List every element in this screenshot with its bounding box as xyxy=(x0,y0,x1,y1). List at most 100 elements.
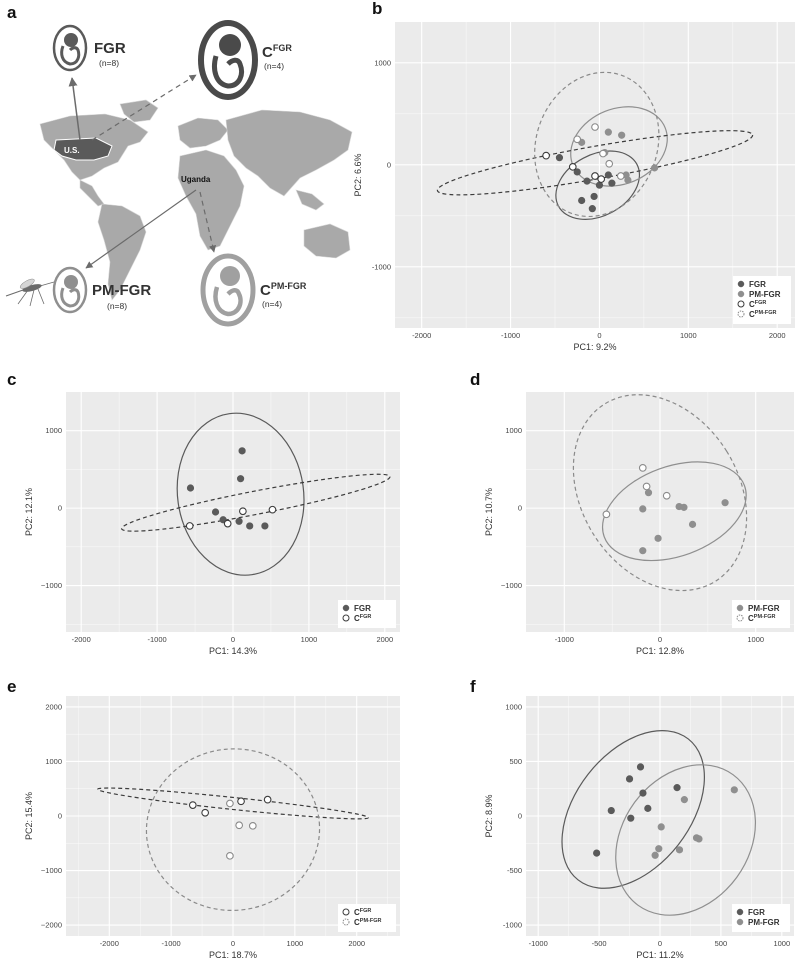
data-point-cpmfgr xyxy=(226,799,234,808)
panel-label-b: b xyxy=(372,0,382,18)
data-point-cfgr xyxy=(188,801,197,809)
y-tick-label: 1000 xyxy=(374,58,391,67)
legend-box xyxy=(338,600,396,628)
data-point-pmfgr xyxy=(680,503,688,511)
data-point-fgr xyxy=(261,522,269,530)
data-point-pmfgr xyxy=(644,489,653,497)
y-tick-label: 1000 xyxy=(45,426,62,435)
label-pmfgr: PM-FGR xyxy=(92,282,151,299)
x-tick-label: 2000 xyxy=(348,939,365,948)
x-tick-label: -1000 xyxy=(529,939,548,948)
data-point-fgr xyxy=(673,784,681,792)
points-layer xyxy=(185,447,277,530)
y-tick-label: 1000 xyxy=(45,757,62,766)
data-point-cfgr xyxy=(201,808,210,817)
x-tick-label: 1000 xyxy=(747,635,764,644)
data-point-cfgr xyxy=(185,522,194,530)
legend-label-cpmfgr: CPM-FGR xyxy=(748,614,776,623)
data-point-cpmfgr xyxy=(642,482,651,491)
data-point-pmfgr xyxy=(618,131,626,139)
arrow-us-cfgr xyxy=(91,74,197,141)
data-point-fgr xyxy=(236,475,245,483)
x-axis-label: PC1: 14.3% xyxy=(209,646,257,656)
data-point-cpmfgr xyxy=(235,821,244,830)
points-layer xyxy=(188,795,272,860)
arrow-uganda-pmfgr xyxy=(85,189,197,269)
pca-chart-f: -1000 -500 0 500 1000 -1000 -500 0 500 1000 PC1: 1… xyxy=(484,696,794,960)
y-tick-label: 0 xyxy=(518,812,522,821)
legend-marker-cpmfgr xyxy=(736,614,744,622)
arrow-us-fgr xyxy=(68,77,81,141)
data-point-cfgr xyxy=(239,507,247,516)
data-point-fgr xyxy=(235,517,243,525)
y-tick-label: 0 xyxy=(58,504,62,513)
legend-marker-fgr xyxy=(737,280,745,288)
data-point-fgr xyxy=(211,508,220,516)
africa xyxy=(177,149,245,251)
data-point-fgr xyxy=(607,806,615,815)
panel-a: U.S. Uganda FGR (n=8) CFGR (n=4) xyxy=(5,20,353,327)
y-tick-label: 2000 xyxy=(45,702,62,711)
y-tick-label: 0 xyxy=(518,504,522,513)
data-point-pmfgr xyxy=(657,823,665,831)
x-tick-label: -1000 xyxy=(147,635,166,644)
label-cpmfgr: CPM-FGR xyxy=(260,281,307,299)
data-point-pmfgr xyxy=(730,786,738,794)
y-tick-label: -1000 xyxy=(503,921,522,930)
label-us: U.S. xyxy=(64,146,80,155)
confidence-ellipse-fgr xyxy=(176,412,305,576)
legend-box xyxy=(732,600,790,628)
data-point-cfgr xyxy=(237,797,245,806)
data-point-cpmfgr xyxy=(591,123,599,131)
data-point-pmfgr xyxy=(624,176,632,184)
legend-marker-cpmfgr xyxy=(737,310,745,318)
data-point-fgr xyxy=(644,804,652,812)
x-tick-label: -1000 xyxy=(501,331,520,340)
label-fgr: FGR xyxy=(94,40,126,57)
pca-chart-b: -2000 -1000 0 1000 2000 -1000 0 1000 PC1: 9.2% PC… xyxy=(353,22,795,352)
x-tick-label: 1000 xyxy=(773,939,790,948)
x-axis-label: PC1: 9.2% xyxy=(573,342,616,352)
data-point-pmfgr xyxy=(639,505,647,513)
data-point-cpmfgr xyxy=(605,159,614,168)
pca-chart-d: -1000 0 1000 −1000 0 1000 PC1: 12.8% PC2: 10.7%… xyxy=(484,392,794,656)
x-tick-label: 0 xyxy=(597,331,601,340)
y-tick-label: 0 xyxy=(387,160,391,169)
asia xyxy=(225,109,353,197)
panel-label-a: a xyxy=(7,3,17,22)
data-point-fgr xyxy=(627,814,635,822)
data-point-cfgr xyxy=(542,151,550,160)
y-tick-label: 1000 xyxy=(505,702,522,711)
world-map xyxy=(39,99,353,301)
points-layer xyxy=(542,123,659,213)
y-tick-label: 0 xyxy=(58,812,62,821)
x-tick-label: -2000 xyxy=(100,939,119,948)
y-tick-label: −2000 xyxy=(41,921,62,930)
y-tick-label: -1000 xyxy=(372,262,391,271)
legend-marker-fgr xyxy=(342,604,350,612)
legend-label-pmfgr: PM-FGR xyxy=(748,604,780,613)
x-tick-label: -500 xyxy=(592,939,607,948)
data-point-cpmfgr xyxy=(573,135,582,144)
legend-marker-pmfgr xyxy=(736,918,744,926)
x-tick-label: -1000 xyxy=(555,635,574,644)
label-cfgr: CFGR xyxy=(262,43,292,61)
southeast-asia xyxy=(295,189,325,211)
y-axis-label: PC2: 15.4% xyxy=(24,792,34,840)
data-point-pmfgr xyxy=(639,547,647,555)
x-axis-label: PC1: 12.8% xyxy=(636,646,684,656)
y-tick-label: 500 xyxy=(509,757,522,766)
data-point-pmfgr xyxy=(651,851,659,859)
data-point-cfgr xyxy=(568,162,577,171)
data-point-pmfgr xyxy=(721,499,729,507)
confidence-ellipse-pmfgr xyxy=(615,764,757,916)
data-point-cfgr xyxy=(263,795,272,804)
ellipse-layer xyxy=(97,748,369,912)
y-tick-label: −1000 xyxy=(501,581,522,590)
data-point-fgr xyxy=(186,484,195,492)
data-point-fgr xyxy=(604,171,612,179)
fetus-cpmfgr-icon xyxy=(200,253,256,327)
data-point-fgr xyxy=(588,205,596,213)
data-point-pmfgr xyxy=(650,164,659,172)
